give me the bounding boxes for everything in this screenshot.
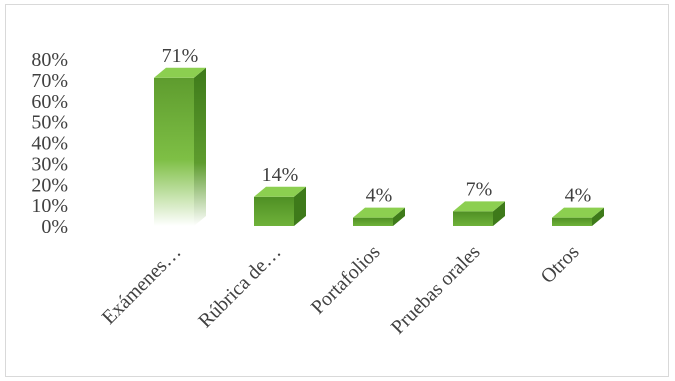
- y-tick-label: 50%: [31, 112, 68, 134]
- y-tick-label: 80%: [31, 49, 68, 71]
- bar-chart: 0%10%20%30%40%50%60%70%80% 71%14%4% 7% 4% …: [31, 45, 604, 339]
- data-label: 4%: [366, 185, 393, 207]
- x-axis: Exámenes… Rúbrica de… Portafolios Pruebas o…: [98, 241, 584, 339]
- category-label: Otros: [537, 241, 584, 288]
- bar: [552, 207, 604, 226]
- data-labels: 71% 14% 4% 7% 4%: [162, 45, 592, 207]
- data-label: 14%: [262, 164, 299, 186]
- bar-top: [353, 207, 405, 218]
- bar-side: [592, 207, 604, 226]
- bars: [154, 67, 604, 226]
- bar-top: [453, 201, 505, 212]
- category-label: Portafolios: [307, 241, 385, 319]
- bar-side: [194, 67, 206, 226]
- y-tick-label: 0%: [41, 216, 68, 238]
- category-label: Rúbrica de…: [194, 241, 285, 332]
- bar-front: [353, 217, 393, 226]
- y-tick-label: 20%: [31, 174, 68, 196]
- y-tick-label: 40%: [31, 133, 68, 155]
- bar: [154, 67, 206, 226]
- data-label: 71%: [162, 45, 199, 67]
- chart-frame: 0% 10% 20% 30% 40% 50% 60% 70% 80% 71% 14% 4% 7% 4% …: [5, 4, 669, 377]
- category-label: Exámenes…: [98, 241, 186, 329]
- bar-side: [393, 207, 405, 226]
- data-label: 4%: [565, 185, 592, 207]
- bar: [453, 201, 505, 226]
- data-label: 7%: [466, 178, 493, 200]
- bar-side: [294, 186, 306, 226]
- y-axis: 0%10%20%30%40%50%60%70%80%: [31, 49, 68, 238]
- bar-top: [154, 67, 206, 78]
- bar-side: [493, 201, 505, 226]
- bar-top: [254, 186, 306, 197]
- bar: [254, 186, 306, 226]
- y-tick-label: 60%: [31, 91, 68, 113]
- category-label: Pruebas orales: [387, 241, 485, 339]
- bar-front: [154, 77, 194, 226]
- y-tick-label: 70%: [31, 70, 68, 92]
- bar-front: [453, 211, 493, 226]
- bar-front: [254, 196, 294, 226]
- y-tick-label: 30%: [31, 153, 68, 175]
- bar-front: [552, 217, 592, 226]
- bar-top: [552, 207, 604, 218]
- y-tick-label: 10%: [31, 195, 68, 217]
- bar: [353, 207, 405, 226]
